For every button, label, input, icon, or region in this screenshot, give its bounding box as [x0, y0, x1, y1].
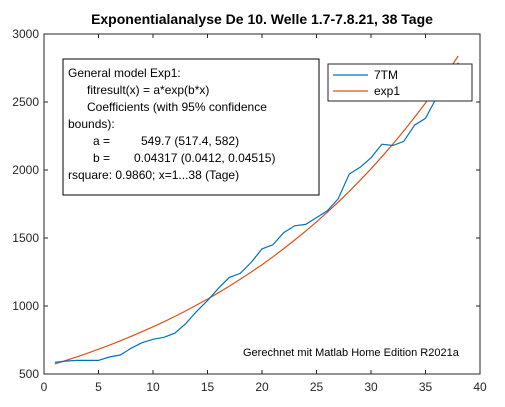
legend: 7TM exp1	[327, 63, 473, 102]
y-tick-label: 2000	[12, 163, 39, 177]
x-tick-label: 5	[95, 380, 102, 394]
fit-coeff-a-value: 549.7 (517.4, 582)	[141, 134, 239, 148]
fit-coeff-b-label: b =	[93, 151, 110, 165]
x-tick-label: 35	[419, 380, 433, 394]
series-line-7tm	[54, 62, 459, 363]
fit-coeff-b-value: 0.04317 (0.0412, 0.04515)	[134, 151, 275, 165]
x-tick-label: 40	[473, 380, 487, 394]
fit-rsquare: rsquare: 0.9860; x=1...38 (Tage)	[68, 168, 239, 182]
fit-coeff-bounds: bounds):	[68, 117, 115, 131]
x-tick-label: 10	[146, 380, 160, 394]
y-tick-label: 1000	[12, 299, 39, 313]
fit-info-frame	[62, 58, 320, 196]
fit-coeff-a-label: a =	[93, 134, 110, 148]
fit-model-label: General model Exp1:	[68, 66, 181, 80]
y-tick-label: 2500	[12, 95, 39, 109]
y-tick-label: 3000	[12, 27, 39, 41]
legend-label-exp1: exp1	[374, 84, 400, 98]
y-tick-label: 1500	[12, 231, 39, 245]
y-tick-label: 500	[19, 367, 39, 381]
x-tick-label: 15	[201, 380, 215, 394]
legend-label-7tm: 7TM	[374, 68, 398, 82]
legend-frame	[327, 63, 473, 102]
x-tick-label: 0	[41, 380, 48, 394]
software-note: Gerechnet mit Matlab Home Edition R2021a	[243, 347, 460, 359]
x-tick-label: 20	[255, 380, 269, 394]
y-axis: 500 1000 1500 2000 2500 3000	[12, 27, 480, 381]
fit-info-box: General model Exp1: fitresult(x) = a*exp…	[62, 58, 320, 196]
fit-coeff-header: Coefficients (with 95% confidence	[87, 100, 267, 114]
chart-title: Exponentialanalyse De 10. Welle 1.7-7.8.…	[91, 11, 433, 27]
x-tick-label: 30	[364, 380, 378, 394]
x-axis: 0 5 10 15 20 25 30 35 40	[41, 34, 487, 394]
series-line-exp1	[54, 55, 459, 365]
x-tick-label: 25	[310, 380, 324, 394]
fit-formula: fitresult(x) = a*exp(b*x)	[87, 83, 209, 97]
